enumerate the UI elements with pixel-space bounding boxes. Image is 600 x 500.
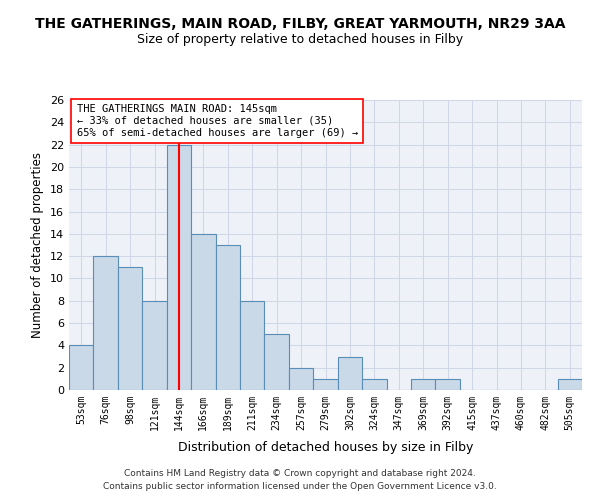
- Bar: [557, 379, 582, 390]
- Bar: [215, 245, 240, 390]
- Text: THE GATHERINGS, MAIN ROAD, FILBY, GREAT YARMOUTH, NR29 3AA: THE GATHERINGS, MAIN ROAD, FILBY, GREAT …: [35, 18, 565, 32]
- Bar: [240, 301, 265, 390]
- Bar: [118, 268, 142, 390]
- Text: Size of property relative to detached houses in Filby: Size of property relative to detached ho…: [137, 32, 463, 46]
- Text: Contains public sector information licensed under the Open Government Licence v3: Contains public sector information licen…: [103, 482, 497, 491]
- Bar: [436, 379, 460, 390]
- X-axis label: Distribution of detached houses by size in Filby: Distribution of detached houses by size …: [178, 441, 473, 454]
- Bar: [167, 144, 191, 390]
- Bar: [362, 379, 386, 390]
- Y-axis label: Number of detached properties: Number of detached properties: [31, 152, 44, 338]
- Bar: [265, 334, 289, 390]
- Bar: [94, 256, 118, 390]
- Bar: [338, 356, 362, 390]
- Bar: [411, 379, 436, 390]
- Bar: [142, 301, 167, 390]
- Bar: [191, 234, 215, 390]
- Bar: [69, 346, 94, 390]
- Bar: [313, 379, 338, 390]
- Bar: [289, 368, 313, 390]
- Text: Contains HM Land Registry data © Crown copyright and database right 2024.: Contains HM Land Registry data © Crown c…: [124, 469, 476, 478]
- Text: THE GATHERINGS MAIN ROAD: 145sqm
← 33% of detached houses are smaller (35)
65% o: THE GATHERINGS MAIN ROAD: 145sqm ← 33% o…: [77, 104, 358, 138]
